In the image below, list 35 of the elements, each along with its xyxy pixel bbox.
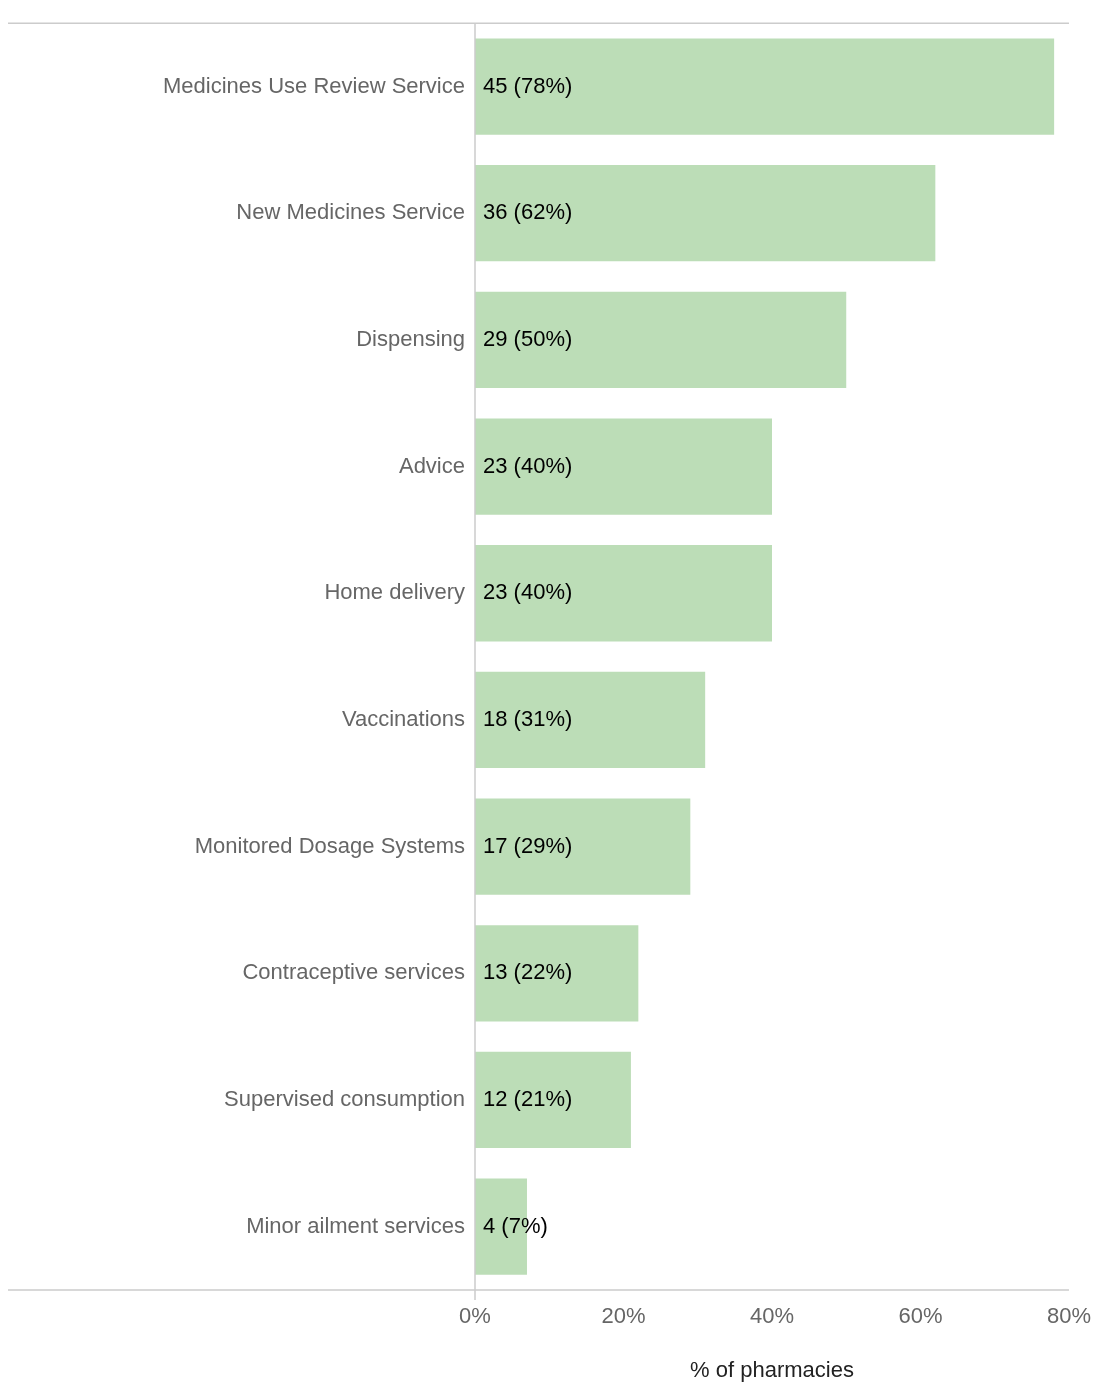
y-tick-label: Contraceptive services [242, 959, 465, 985]
data-label: 12 (21%) [483, 1086, 573, 1112]
bar [475, 925, 639, 1022]
y-tick-label: New Medicines Service [236, 199, 465, 225]
y-tick-label: Home delivery [324, 579, 465, 605]
data-label: 13 (22%) [483, 959, 573, 985]
y-tick-label: Monitored Dosage Systems [194, 832, 465, 858]
y-tick-label: Medicines Use Review Service [163, 72, 465, 98]
data-label: 29 (50%) [483, 325, 573, 351]
bar [475, 291, 847, 389]
data-label: 23 (40%) [483, 579, 573, 605]
data-label: 36 (62%) [483, 199, 573, 225]
data-label: 18 (31%) [483, 706, 573, 731]
data-label: 17 (29%) [483, 832, 573, 858]
y-tick-label: Vaccinations [341, 706, 465, 731]
bar [475, 545, 772, 642]
bar [475, 798, 691, 895]
bar [475, 38, 1055, 135]
x-tick-label: 40% [749, 1303, 795, 1329]
x-tick-label: 20% [601, 1303, 646, 1329]
bar [475, 418, 772, 515]
bar [475, 1051, 631, 1149]
x-axis-title: % of pharmacies [690, 1356, 854, 1382]
x-tick-label: 60% [898, 1303, 943, 1329]
data-label: 45 (78%) [483, 72, 573, 98]
y-tick-label: Supervised consumption [224, 1086, 465, 1112]
y-tick-label: Dispensing [356, 325, 465, 351]
x-tick-label: 0% [459, 1303, 491, 1329]
data-label: 4 (7%) [483, 1212, 548, 1238]
bar [475, 671, 706, 769]
y-tick-label: Advice [398, 452, 465, 478]
x-tick-label: 80% [1046, 1303, 1092, 1329]
bar [475, 165, 936, 262]
data-label: 23 (40%) [483, 452, 573, 478]
y-tick-label: Minor ailment services [246, 1212, 465, 1238]
